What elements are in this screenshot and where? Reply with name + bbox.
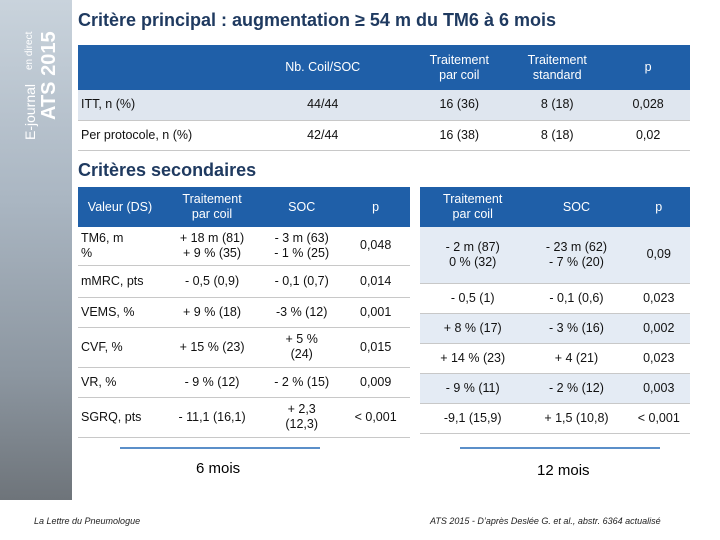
header-cell: p bbox=[606, 45, 690, 90]
cell: 8 (18) bbox=[508, 90, 607, 121]
cell: 0,003 bbox=[627, 373, 690, 404]
title: Critère principal : augmentation ≥ 54 m … bbox=[78, 10, 556, 30]
row: Per protocole, n (%) 42/44 16 (38) 8 (18) 0,… bbox=[78, 120, 690, 151]
row: VR, % - 9 % (12) - 2 % (15) 0,009 bbox=[78, 367, 410, 398]
cell: -9,1 (15,9) bbox=[420, 403, 526, 434]
cell: 44/44 bbox=[235, 90, 411, 121]
row: -9,1 (15,9) + 1,5 (10,8) < 0,001 bbox=[420, 403, 690, 434]
table: Nb. Coil/SOC Traitement par coil Traitemen… bbox=[78, 45, 690, 151]
header-cell: Traitement par coil bbox=[161, 187, 263, 227]
cell: 0,023 bbox=[627, 343, 690, 374]
cell: - 9 % (12) bbox=[161, 367, 263, 398]
cell: 0,009 bbox=[341, 367, 410, 398]
cell: - 3 m (63) - 1 % (25) bbox=[262, 227, 342, 266]
cell: < 0,001 bbox=[341, 397, 410, 438]
cell: + 18 m (81) + 9 % (35) bbox=[161, 227, 263, 266]
header-cell: SOC bbox=[525, 187, 628, 227]
cell: CVF, % bbox=[78, 327, 162, 368]
live: en direct bbox=[24, 31, 35, 70]
cell: - 0,5 (1) bbox=[420, 283, 526, 314]
row: CVF, % + 15 % (23) + 5 % (24) 0,015 bbox=[78, 327, 410, 368]
cell: ITT, n (%) bbox=[78, 90, 236, 121]
cell: Per protocole, n (%) bbox=[78, 120, 236, 151]
secondary-title: Critères secondaires bbox=[78, 160, 257, 180]
footer-right: ATS 2015 - D’après Deslée G. et al., abs… bbox=[430, 516, 661, 526]
cell: + 9 % (18) bbox=[161, 297, 263, 328]
header-cell: p bbox=[627, 187, 690, 227]
row: - 9 % (11) - 2 % (12) 0,003 bbox=[420, 373, 690, 404]
cell: TM6, m % bbox=[78, 227, 162, 266]
cell: < 0,001 bbox=[627, 403, 690, 434]
divider bbox=[120, 447, 320, 449]
table: Traitement par coil SOC p - 2 m (87) 0 % (3… bbox=[420, 187, 690, 434]
header-cell: SOC bbox=[262, 187, 342, 227]
cell: + 1,5 (10,8) bbox=[525, 403, 628, 434]
cell: - 23 m (62) - 7 % (20) bbox=[525, 227, 628, 284]
cell: 0,002 bbox=[627, 313, 690, 344]
row: ITT, n (%) 44/44 16 (36) 8 (18) 0,028 bbox=[78, 90, 690, 121]
event: ATS 2015 bbox=[38, 31, 60, 120]
cell: - 0,5 (0,9) bbox=[161, 265, 263, 298]
footer-left: La Lettre du Pneumologue bbox=[34, 516, 141, 526]
cell: - 9 % (11) bbox=[420, 373, 526, 404]
row: + 8 % (17) - 3 % (16) 0,002 bbox=[420, 313, 690, 344]
sidebar: E-journal en direct ATS 2015 bbox=[0, 0, 72, 500]
cell: - 0,1 (0,6) bbox=[525, 283, 628, 314]
cell: - 3 % (16) bbox=[525, 313, 628, 344]
row: mMRC, pts - 0,5 (0,9) - 0,1 (0,7) 0,014 bbox=[78, 265, 410, 298]
cell: 16 (36) bbox=[410, 90, 509, 121]
divider bbox=[460, 447, 660, 449]
cell: 0,02 bbox=[606, 120, 690, 151]
row: SGRQ, pts - 11,1 (16,1) + 2,3 (12,3) < 0,00… bbox=[78, 397, 410, 438]
header-cell: Traitement standard bbox=[508, 45, 607, 90]
header-cell: Traitement par coil bbox=[420, 187, 526, 227]
cell: - 2 m (87) 0 % (32) bbox=[420, 227, 526, 284]
cell: 0,028 bbox=[606, 90, 690, 121]
cell: -3 % (12) bbox=[262, 297, 342, 328]
cell: + 15 % (23) bbox=[161, 327, 263, 368]
cell: 0,015 bbox=[341, 327, 410, 368]
period-label: 12 mois bbox=[537, 462, 590, 479]
cell: 0,048 bbox=[341, 227, 410, 266]
cell: 0,09 bbox=[627, 227, 690, 284]
cell: + 2,3 (12,3) bbox=[262, 397, 342, 438]
cell: SGRQ, pts bbox=[78, 397, 162, 438]
header-cell: Traitement par coil bbox=[410, 45, 509, 90]
cell: - 2 % (15) bbox=[262, 367, 342, 398]
row: - 2 m (87) 0 % (32) - 23 m (62) - 7 % (20… bbox=[420, 227, 690, 284]
brand: E-journal bbox=[22, 83, 38, 140]
header-row: Nb. Coil/SOC Traitement par coil Traitemen… bbox=[78, 45, 690, 90]
cell: - 0,1 (0,7) bbox=[262, 265, 342, 298]
cell: + 5 % (24) bbox=[262, 327, 342, 368]
header-row: Traitement par coil SOC p bbox=[420, 187, 690, 227]
cell: - 2 % (12) bbox=[525, 373, 628, 404]
header-cell: Nb. Coil/SOC bbox=[235, 45, 411, 90]
cell: 0,001 bbox=[341, 297, 410, 328]
row: + 14 % (23) + 4 (21) 0,023 bbox=[420, 343, 690, 374]
cell: VEMS, % bbox=[78, 297, 162, 328]
cell: 0,023 bbox=[627, 283, 690, 314]
period-label: 6 mois bbox=[196, 460, 241, 477]
header-row: Valeur (DS) Traitement par coil SOC p bbox=[78, 187, 410, 227]
cell: 42/44 bbox=[235, 120, 411, 151]
row: - 0,5 (1) - 0,1 (0,6) 0,023 bbox=[420, 283, 690, 314]
table: Valeur (DS) Traitement par coil SOC p TM6, m… bbox=[78, 187, 410, 438]
cell: 0,014 bbox=[341, 265, 410, 298]
cell: mMRC, pts bbox=[78, 265, 162, 298]
cell: + 4 (21) bbox=[525, 343, 628, 374]
header-cell: p bbox=[341, 187, 410, 227]
row: TM6, m % + 18 m (81) + 9 % (35) - 3 m (63)… bbox=[78, 227, 410, 266]
header-cell bbox=[78, 45, 236, 90]
cell: + 8 % (17) bbox=[420, 313, 526, 344]
header-cell: Valeur (DS) bbox=[78, 187, 162, 227]
cell: VR, % bbox=[78, 367, 162, 398]
cell: - 11,1 (16,1) bbox=[161, 397, 263, 438]
cell: 8 (18) bbox=[508, 120, 607, 151]
row: VEMS, % + 9 % (18) -3 % (12) 0,001 bbox=[78, 297, 410, 328]
cell: 16 (38) bbox=[410, 120, 509, 151]
cell: + 14 % (23) bbox=[420, 343, 526, 374]
